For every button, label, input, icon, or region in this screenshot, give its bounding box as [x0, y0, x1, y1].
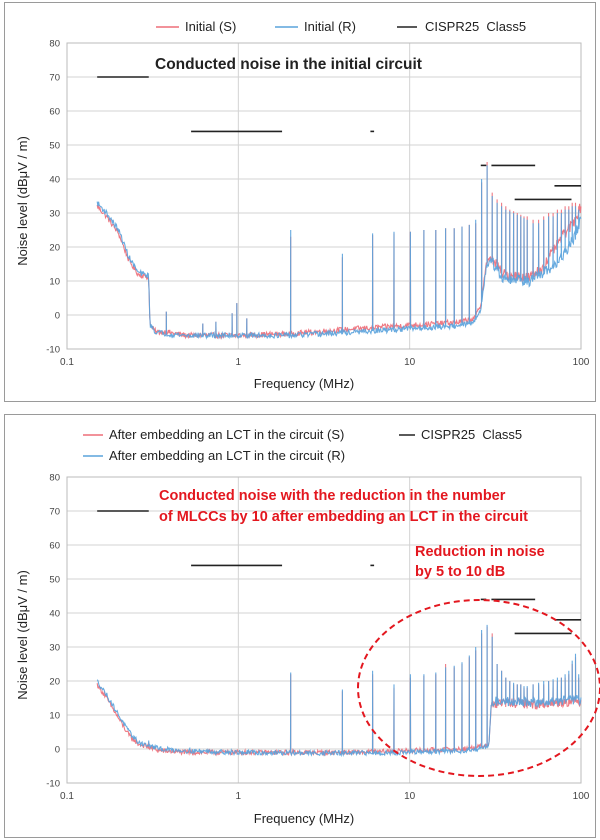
chart-title: Conducted noise in the initial circuit	[155, 56, 422, 73]
grid	[66, 476, 582, 784]
chart-title-line-1: Conducted noise with the reduction in th…	[159, 488, 506, 504]
legend-label-initial-r: Initial (R)	[304, 19, 356, 34]
y-tick-label: 10	[49, 711, 60, 722]
plot-area-frame	[66, 476, 582, 784]
reduction-annotation-line-2: by 5 to 10 dB	[415, 564, 505, 580]
y-tick-label: 10	[49, 277, 60, 288]
y-tick-label: 70	[49, 507, 60, 518]
x-tick-label: 100	[573, 791, 590, 802]
legend-label-lct-r: After embedding an LCT in the circuit (R…	[109, 448, 345, 463]
reduction-highlight-ellipse	[357, 599, 600, 777]
y-tick-label: 80	[49, 473, 60, 484]
series-line-1	[96, 624, 582, 758]
series-line-1	[96, 165, 582, 340]
y-tick-label: 20	[49, 677, 60, 688]
bottom-chart-panel: -10 0 10 20 30 40 50 60 70 80 0.1 1 10 100 After emb…	[4, 414, 600, 838]
y-tick-label: 20	[49, 243, 60, 254]
y-tick-label: 40	[49, 609, 60, 620]
y-tick-label: 0	[55, 745, 60, 756]
chart-title-line-2: of MLCCs by 10 after embedding an LCT in…	[159, 509, 528, 525]
legend-label-lct-s: After embedding an LCT in the circuit (S…	[109, 427, 344, 442]
x-tick-labels: 0.1 1 10 100	[60, 791, 590, 802]
legend-label-cispr25: CISPR25 Class5	[421, 427, 522, 442]
traces	[96, 624, 582, 758]
y-tick-labels: -10 0 10 20 30 40 50 60 70 80	[46, 473, 60, 790]
reduction-annotation-line-1: Reduction in noise	[415, 544, 545, 560]
x-tick-label: 1	[236, 791, 242, 802]
y-tick-label: 30	[49, 643, 60, 654]
legend-label-initial-s: Initial (S)	[185, 19, 236, 34]
y-tick-label: 60	[49, 107, 60, 118]
grid	[66, 42, 582, 350]
cispr25-limit-lines	[97, 76, 581, 201]
x-tick-label: 0.1	[60, 357, 74, 368]
top-chart-panel: -10 0 10 20 30 40 50 60 70 80 0.1 1 10 100 Initial (…	[4, 2, 596, 402]
y-tick-labels: -10 0 10 20 30 40 50 60 70 80	[46, 39, 60, 356]
y-tick-label: 50	[49, 575, 60, 586]
series-line-0	[96, 626, 582, 757]
y-tick-label: 30	[49, 209, 60, 220]
x-tick-label: 0.1	[60, 791, 74, 802]
cispr25-limit-lines	[97, 510, 581, 635]
x-tick-labels: 0.1 1 10 100	[60, 357, 590, 368]
x-tick-label: 10	[404, 791, 416, 802]
y-tick-label: 70	[49, 73, 60, 84]
y-axis-label: Noise level (dBμV / m)	[15, 136, 30, 266]
bottom-chart: -10 0 10 20 30 40 50 60 70 80 0.1 1 10 100 After emb…	[15, 427, 600, 826]
y-tick-label: 60	[49, 541, 60, 552]
legend-label-cispr25: CISPR25 Class5	[425, 19, 526, 34]
y-tick-label: 0	[55, 311, 60, 322]
series-line-0	[96, 161, 582, 340]
y-tick-label: 80	[49, 39, 60, 50]
x-tick-label: 10	[404, 357, 416, 368]
y-tick-label: -10	[46, 779, 60, 790]
x-axis-label: Frequency (MHz)	[254, 811, 354, 826]
y-tick-label: 40	[49, 175, 60, 186]
top-chart: -10 0 10 20 30 40 50 60 70 80 0.1 1 10 100 Initial (…	[15, 19, 590, 391]
y-tick-label: 50	[49, 141, 60, 152]
y-axis-label: Noise level (dBμV / m)	[15, 570, 30, 700]
x-axis-label: Frequency (MHz)	[254, 376, 354, 391]
y-tick-label: -10	[46, 345, 60, 356]
x-tick-label: 100	[573, 357, 590, 368]
x-tick-label: 1	[236, 357, 242, 368]
traces	[96, 161, 582, 340]
plot-area-frame	[66, 42, 582, 350]
